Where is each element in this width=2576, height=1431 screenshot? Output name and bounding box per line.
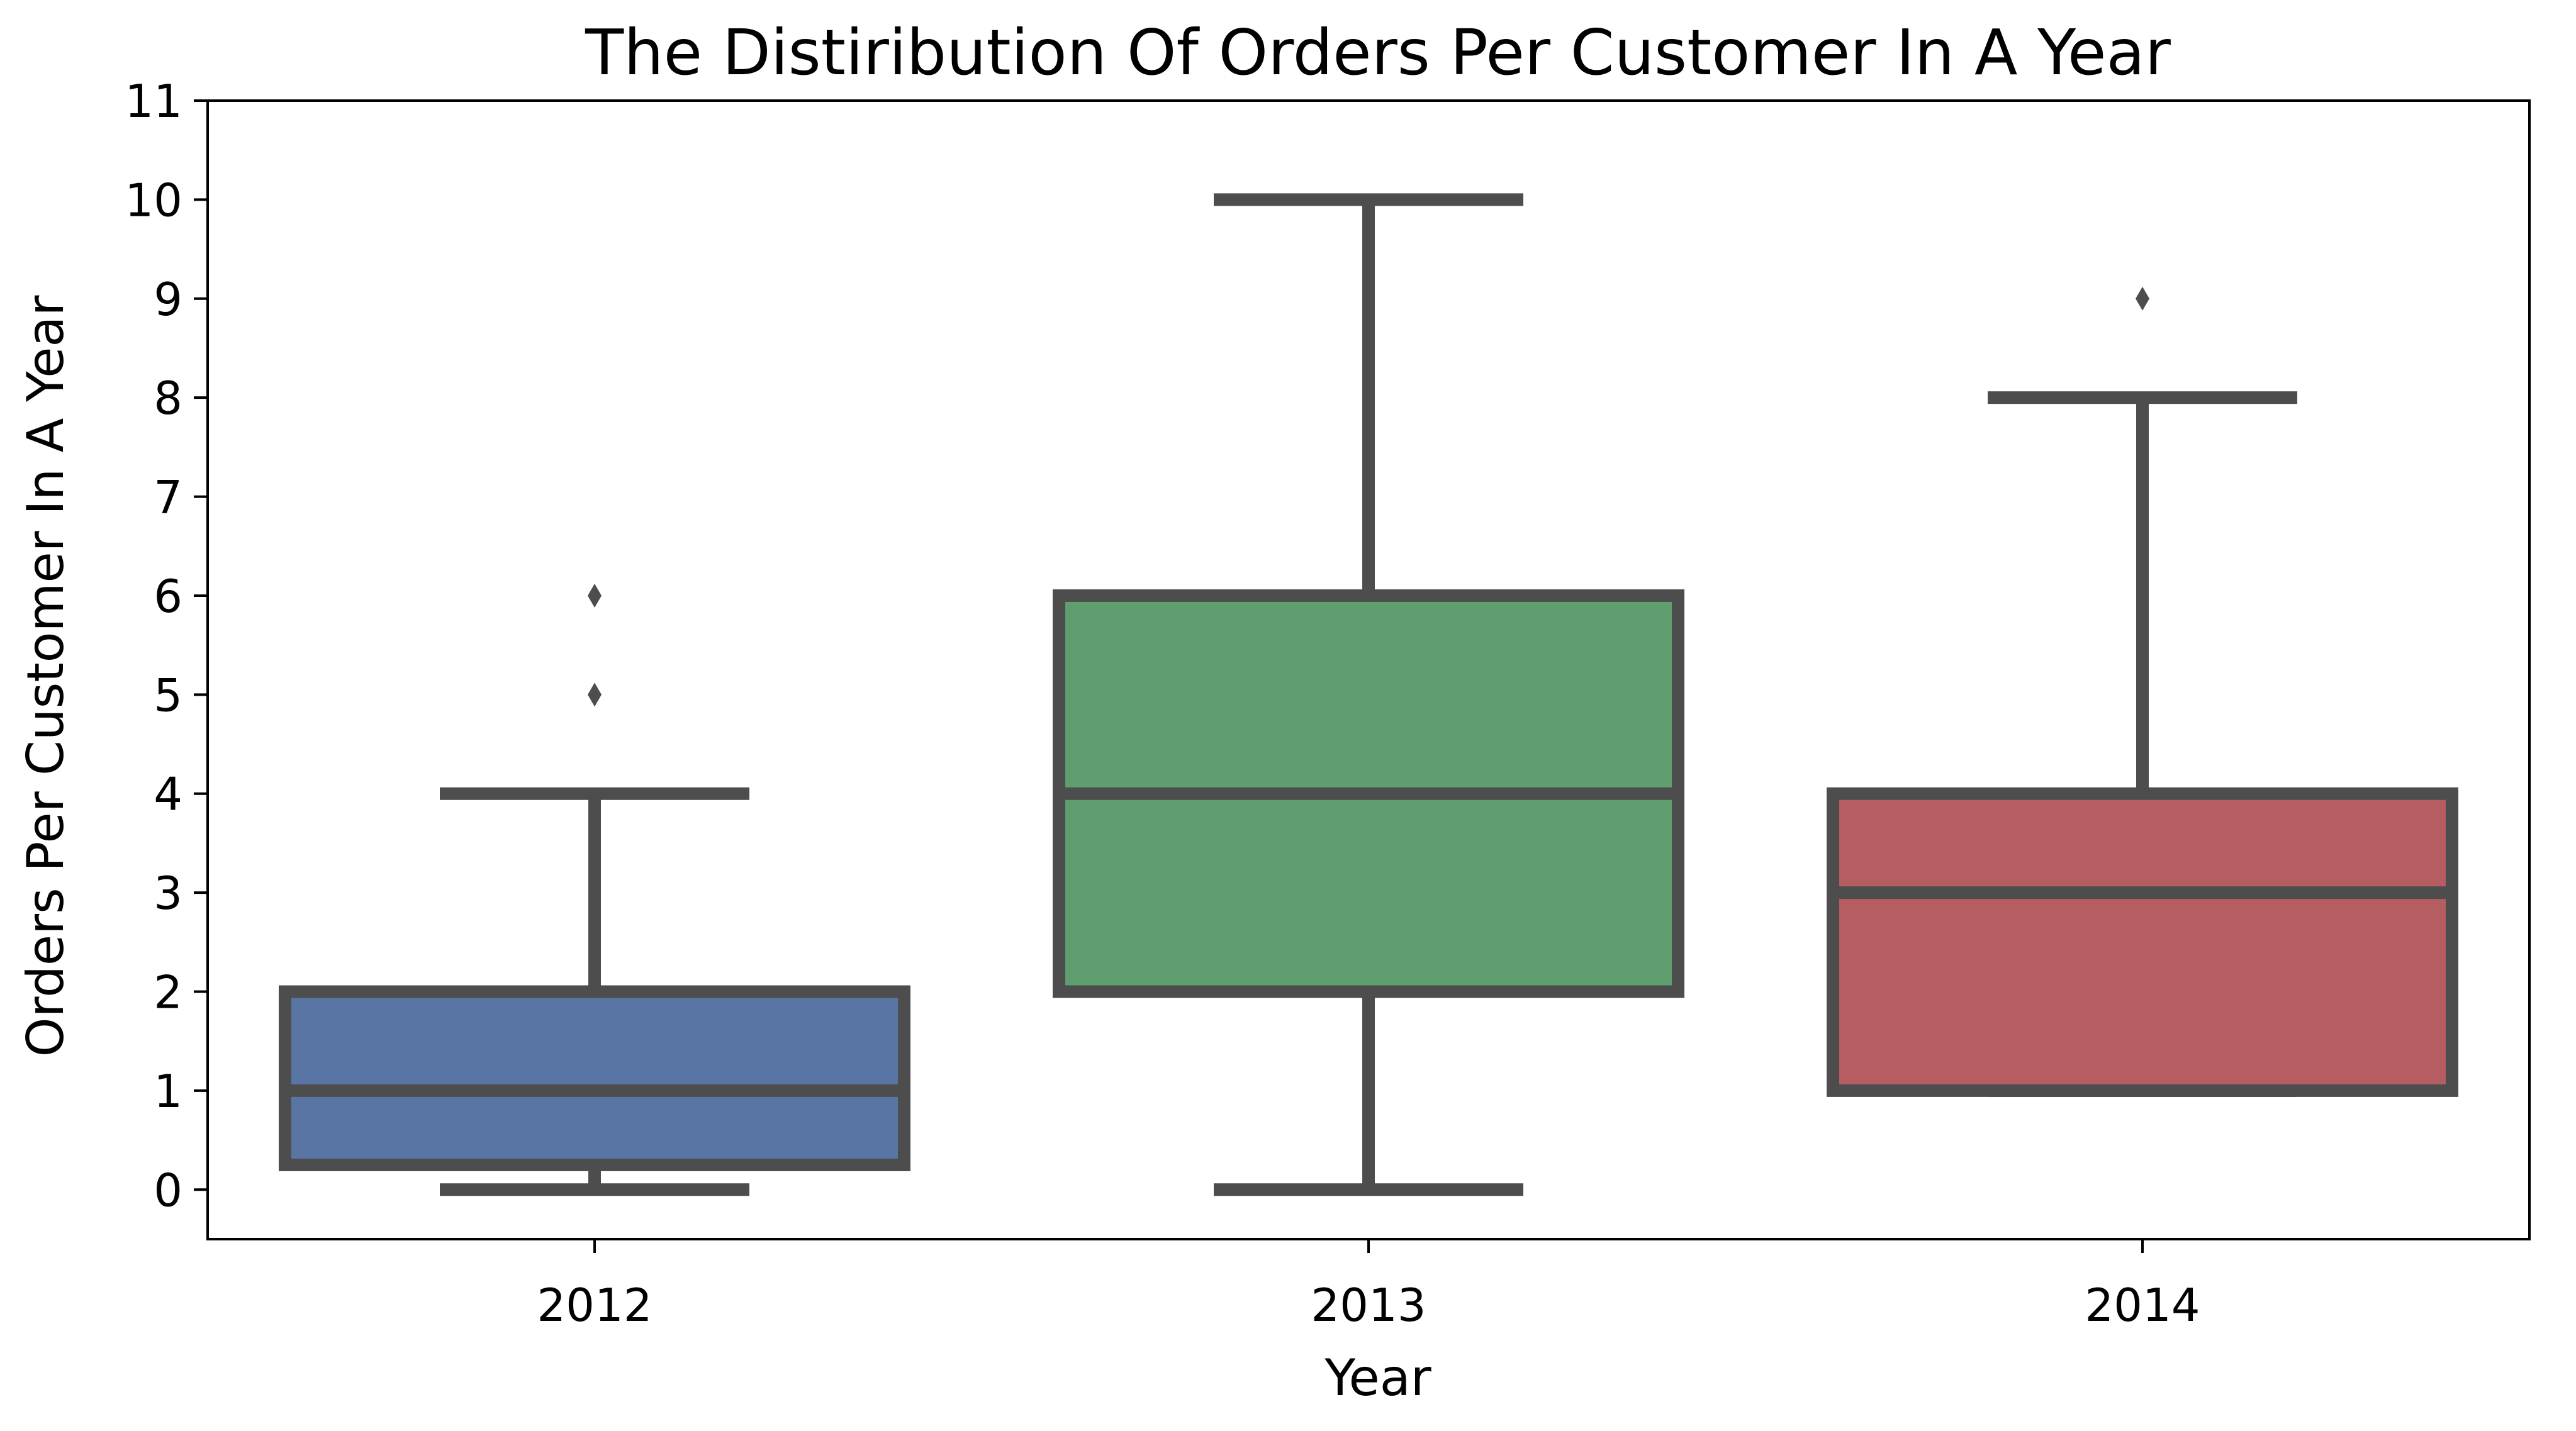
- y-tick-label: 6: [154, 570, 182, 623]
- y-tick-label: 2: [154, 966, 182, 1019]
- x-tick-label: 2013: [1311, 1279, 1426, 1332]
- y-tick-label: 5: [154, 669, 182, 721]
- y-tick-label: 10: [125, 174, 182, 226]
- y-tick-label: 7: [154, 471, 182, 524]
- y-tick-label: 1: [154, 1065, 182, 1118]
- outlier-point: [588, 682, 602, 707]
- x-tick-label: 2012: [537, 1279, 652, 1332]
- y-tick-label: 0: [154, 1164, 182, 1217]
- y-axis-label: Orders Per Customer In A Year: [16, 296, 75, 1057]
- x-axis-label: Year: [1324, 1349, 1431, 1407]
- box-2014: [1827, 787, 2458, 1097]
- chart-title: The Distiribution Of Orders Per Customer…: [585, 16, 2171, 89]
- x-tick-label: 2014: [2085, 1279, 2200, 1332]
- y-tick-label: 3: [154, 867, 182, 920]
- y-tick-label: 11: [125, 75, 182, 128]
- outlier-point: [588, 583, 602, 608]
- y-tick-label: 4: [154, 768, 182, 821]
- y-tick-label: 8: [154, 372, 182, 425]
- box-2012: [279, 985, 910, 1171]
- y-tick-label: 9: [154, 273, 182, 326]
- plot-frame: [206, 99, 2531, 1240]
- outlier-point: [2136, 286, 2149, 311]
- plot-area: 0 1 2 3 4 5 6 7 8 9 10 11 2012 2013 2014: [125, 75, 2458, 1332]
